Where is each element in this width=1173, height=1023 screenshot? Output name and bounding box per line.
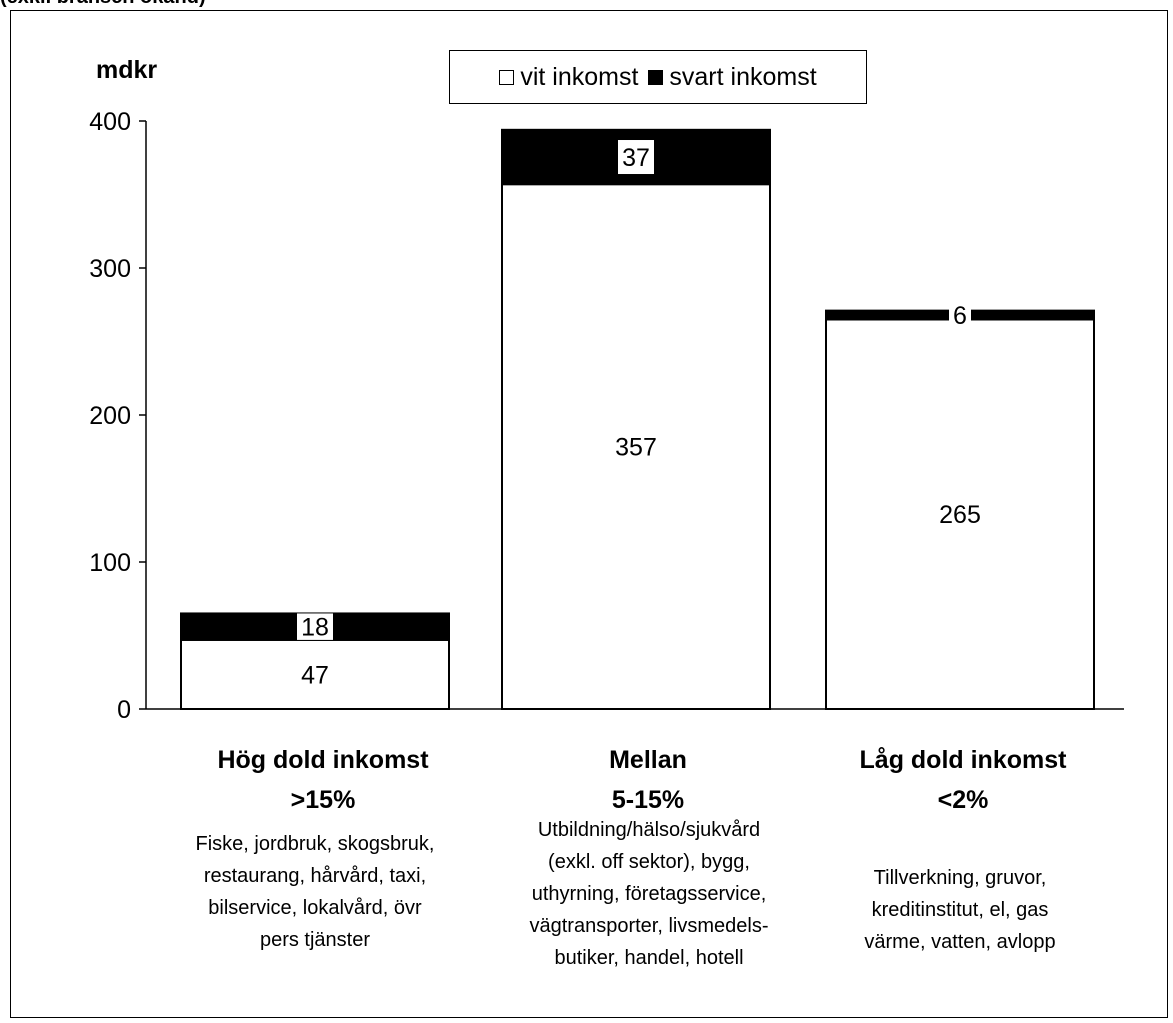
- y-tick-label: 100: [89, 549, 131, 577]
- data-label-black-bg: [297, 613, 333, 640]
- y-tick-label: 200: [89, 402, 131, 430]
- y-tick-label: 0: [117, 696, 131, 724]
- y-axis-unit-label: mdkr: [96, 56, 158, 84]
- data-label-black: 6: [953, 302, 967, 330]
- legend-swatch-white: [499, 69, 515, 85]
- category-2-description: Tillverkning, gruvor, kreditinstitut, el…: [790, 862, 1130, 958]
- category-1-title: Mellan 5-15%: [478, 740, 818, 820]
- y-tick-label: 300: [89, 255, 131, 283]
- category-0-desc-line: Fiske, jordbruk, skogsbruk,: [195, 833, 435, 855]
- category-1-name: Mellan: [609, 746, 687, 774]
- category-0-title: Hög dold inkomst >15%: [153, 740, 493, 820]
- legend-item-white: vit inkomst: [499, 63, 638, 92]
- legend-label-white: vit inkomst: [520, 62, 639, 91]
- category-0-range: >15%: [290, 786, 356, 814]
- data-label-white: 357: [615, 434, 657, 462]
- data-label-white: 265: [939, 501, 981, 529]
- data-label-black: 18: [301, 614, 329, 642]
- legend-swatch-black: [648, 69, 664, 85]
- data-label-black-bg: [949, 304, 971, 327]
- data-label-black: 37: [622, 144, 650, 172]
- category-1-desc-line: vägtransporter, livsmedels-: [529, 915, 769, 937]
- category-1-range: 5-15%: [611, 786, 685, 814]
- data-label-white: 47: [301, 661, 329, 689]
- legend-label-black: svart inkomst: [669, 62, 817, 91]
- legend-item-black: svart inkomst: [648, 62, 817, 92]
- category-0-desc-line: restaurang, hårvård, taxi,: [203, 865, 427, 887]
- category-0-desc-line: pers tjänster: [259, 929, 371, 951]
- category-1-desc-line: butiker, handel, hotell: [554, 947, 744, 969]
- category-1-desc-line: uthyrning, företagsservice,: [531, 883, 767, 905]
- category-0-desc-line: bilservice, lokalvård, övr: [208, 897, 422, 919]
- chart-frame: [10, 10, 1168, 1018]
- category-1-desc-line: Utbildning/hälso/sjukvård: [537, 819, 761, 841]
- top-caption: (exkl. bransch okänd): [0, 0, 206, 9]
- y-tick-label: 400: [89, 108, 131, 136]
- category-2-title: Låg dold inkomst <2%: [793, 740, 1133, 820]
- category-0-name: Hög dold inkomst: [217, 746, 429, 774]
- data-label-black-bg: [618, 140, 654, 175]
- category-0-description: Fiske, jordbruk, skogsbruk, restaurang, …: [145, 828, 485, 956]
- chart-legend: vit inkomst svart inkomst: [449, 50, 867, 104]
- bar-white-segment: [825, 318, 1095, 710]
- category-2-desc-line: Tillverkning, gruvor,: [873, 867, 1047, 889]
- category-2-name: Låg dold inkomst: [859, 746, 1067, 774]
- category-2-desc-line: värme, vatten, avlopp: [864, 931, 1056, 953]
- category-1-description: Utbildning/hälso/sjukvård (exkl. off sek…: [479, 814, 819, 974]
- category-2-range: <2%: [937, 786, 989, 814]
- category-2-desc-line: kreditinstitut, el, gas: [871, 899, 1049, 921]
- bar-white-segment: [501, 183, 771, 710]
- category-1-desc-line: (exkl. off sektor), bygg,: [548, 851, 750, 873]
